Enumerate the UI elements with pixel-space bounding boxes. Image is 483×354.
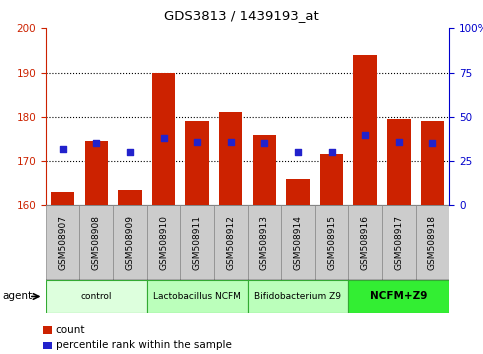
- Text: GSM508909: GSM508909: [126, 215, 134, 270]
- Point: [395, 139, 403, 144]
- Text: GSM508907: GSM508907: [58, 215, 67, 270]
- Bar: [51, 192, 74, 205]
- Bar: [421, 121, 444, 205]
- Point: [428, 141, 436, 146]
- Point: [193, 139, 201, 144]
- Text: GSM508912: GSM508912: [226, 215, 235, 270]
- Text: GSM508908: GSM508908: [92, 215, 101, 270]
- Text: GDS3813 / 1439193_at: GDS3813 / 1439193_at: [164, 9, 319, 22]
- Bar: [118, 190, 142, 205]
- Point: [160, 135, 168, 141]
- Bar: [185, 121, 209, 205]
- Bar: [281, 205, 315, 280]
- Bar: [43, 342, 52, 349]
- Text: Bifidobacterium Z9: Bifidobacterium Z9: [255, 292, 341, 301]
- Text: GSM508913: GSM508913: [260, 215, 269, 270]
- Text: count: count: [56, 325, 85, 335]
- Point: [327, 149, 335, 155]
- Point: [126, 149, 134, 155]
- Bar: [348, 280, 449, 313]
- Bar: [248, 280, 348, 313]
- Bar: [348, 205, 382, 280]
- Bar: [113, 205, 147, 280]
- Text: NCFM+Z9: NCFM+Z9: [370, 291, 427, 302]
- Bar: [354, 55, 377, 205]
- Text: GSM508914: GSM508914: [294, 215, 302, 270]
- Bar: [85, 141, 108, 205]
- Bar: [214, 205, 247, 280]
- Bar: [286, 179, 310, 205]
- Text: GSM508915: GSM508915: [327, 215, 336, 270]
- Text: GSM508910: GSM508910: [159, 215, 168, 270]
- Bar: [387, 119, 411, 205]
- Bar: [46, 280, 147, 313]
- Text: agent: agent: [2, 291, 32, 302]
- Bar: [46, 205, 80, 280]
- Point: [92, 141, 100, 146]
- Text: Lactobacillus NCFM: Lactobacillus NCFM: [153, 292, 241, 301]
- Bar: [43, 326, 52, 334]
- Bar: [253, 135, 276, 205]
- Text: GSM508916: GSM508916: [361, 215, 369, 270]
- Point: [59, 146, 67, 152]
- Bar: [80, 205, 113, 280]
- Bar: [219, 112, 242, 205]
- Point: [294, 149, 302, 155]
- Bar: [315, 205, 348, 280]
- Point: [260, 141, 268, 146]
- Bar: [147, 280, 248, 313]
- Bar: [382, 205, 415, 280]
- Point: [361, 132, 369, 137]
- Point: [227, 139, 235, 144]
- Text: percentile rank within the sample: percentile rank within the sample: [56, 340, 231, 350]
- Bar: [147, 205, 180, 280]
- Text: control: control: [81, 292, 112, 301]
- Bar: [152, 73, 175, 205]
- Bar: [180, 205, 214, 280]
- Text: GSM508911: GSM508911: [193, 215, 201, 270]
- Text: GSM508917: GSM508917: [394, 215, 403, 270]
- Bar: [415, 205, 449, 280]
- Bar: [248, 205, 281, 280]
- Text: GSM508918: GSM508918: [428, 215, 437, 270]
- Bar: [320, 154, 343, 205]
